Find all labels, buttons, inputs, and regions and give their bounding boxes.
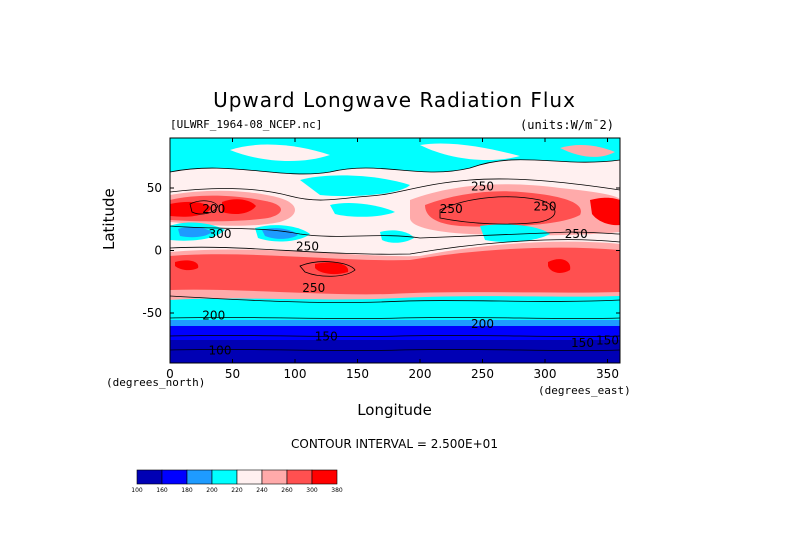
x-tick-label: 300 [534,367,557,381]
x-tick-label: 250 [471,367,494,381]
colorbar-level-label: 300 [306,487,318,494]
contour-label: 250 [565,227,588,241]
contour-label: 200 [471,317,494,331]
colorbar-level-label: 200 [206,487,218,494]
colorbar-level-label: 260 [281,487,293,494]
colorbar-swatch [186,469,213,485]
contour-label: 150 [315,330,338,344]
x-tick-label: 0 [166,367,174,381]
x-axis-label: Longitude [357,401,432,419]
y-tick-label: 50 [147,181,162,195]
colorbar-level-label: 180 [181,487,193,494]
colorbar-swatch [261,469,288,485]
x-tick-label: 350 [596,367,619,381]
contour-interval-label: CONTOUR INTERVAL = 2.500E+01 [291,437,498,451]
colorbar-level-label: 220 [231,487,243,494]
x-tick-label: 200 [409,367,432,381]
x-units-right: (degrees_east) [538,384,631,397]
contour-label: 250 [534,200,557,214]
colorbar-level-label: 240 [256,487,268,494]
x-tick-label: 50 [225,367,240,381]
colorbar-swatch [136,469,163,485]
colorbar-swatch [236,469,263,485]
colorbar-swatch [161,469,188,485]
contour-label: 150 [571,336,594,350]
colorbar-swatch [211,469,238,485]
colorbar-level-label: 100 [131,487,143,494]
contour-label: 150 [596,333,619,347]
contour-label: 300 [209,227,232,241]
contour-label: 250 [296,240,319,254]
units-label: (units:W/m¯2) [520,118,614,132]
contour-label: 100 [209,343,232,357]
contour-label: 250 [440,202,463,216]
x-tick-label: 150 [346,367,369,381]
colorbar-level-label: 160 [156,487,168,494]
chart-title: Upward Longwave Radiation Flux [213,88,576,112]
colorbar-swatch [311,469,338,485]
x-tick-label: 100 [284,367,307,381]
y-tick-label: -50 [142,306,162,320]
y-tick-label: 0 [154,244,162,258]
contour-label: 200 [202,202,225,216]
colorbar-swatch [286,469,313,485]
source-file-label: [ULWRF_1964-08_NCEP.nc] [170,118,323,131]
contour-label: 250 [302,281,325,295]
colorbar-level-label: 380 [331,487,343,494]
x-units-left: (degrees_north) [106,376,206,389]
contour-label: 200 [202,308,225,322]
contour-label: 250 [471,180,494,194]
